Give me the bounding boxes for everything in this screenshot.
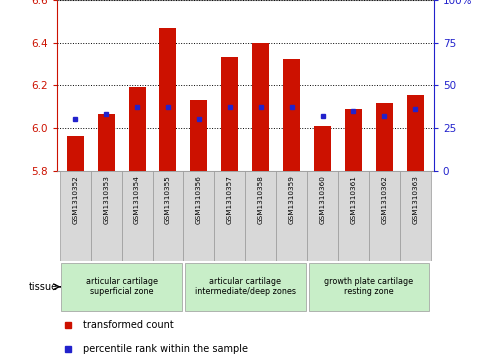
Bar [369, 171, 400, 261]
Bar [314, 126, 331, 171]
Text: GSM1310357: GSM1310357 [227, 175, 233, 224]
Bar [183, 171, 214, 261]
Bar [221, 57, 238, 171]
Text: articular cartilage
intermediate/deep zones: articular cartilage intermediate/deep zo… [195, 277, 296, 297]
Text: transformed count: transformed count [83, 321, 174, 330]
Bar [67, 136, 84, 171]
Bar [190, 100, 208, 171]
Bar [376, 103, 393, 171]
Text: GSM1310356: GSM1310356 [196, 175, 202, 224]
Bar [152, 171, 183, 261]
Text: GSM1310355: GSM1310355 [165, 175, 171, 224]
FancyBboxPatch shape [185, 263, 306, 311]
Bar [129, 87, 145, 171]
Text: GSM1310360: GSM1310360 [319, 175, 325, 224]
Text: GSM1310353: GSM1310353 [103, 175, 109, 224]
Bar [400, 171, 431, 261]
Bar [98, 114, 115, 171]
Bar [159, 28, 176, 171]
FancyBboxPatch shape [309, 263, 429, 311]
Bar [407, 95, 424, 171]
FancyBboxPatch shape [61, 263, 182, 311]
Bar [91, 171, 122, 261]
Text: GSM1310352: GSM1310352 [72, 175, 78, 224]
Bar [252, 42, 269, 171]
Bar [307, 171, 338, 261]
Bar [345, 109, 362, 171]
Text: GSM1310358: GSM1310358 [258, 175, 264, 224]
Bar [276, 171, 307, 261]
Bar [245, 171, 276, 261]
Text: GSM1310362: GSM1310362 [382, 175, 387, 224]
Text: GSM1310354: GSM1310354 [134, 175, 140, 224]
Text: GSM1310359: GSM1310359 [288, 175, 295, 224]
Text: percentile rank within the sample: percentile rank within the sample [83, 344, 248, 354]
Bar [338, 171, 369, 261]
Bar [122, 171, 152, 261]
Text: articular cartilage
superficial zone: articular cartilage superficial zone [86, 277, 158, 297]
Text: tissue: tissue [29, 282, 58, 292]
Bar [283, 59, 300, 171]
Text: GSM1310361: GSM1310361 [351, 175, 356, 224]
Bar [60, 171, 91, 261]
Text: GSM1310363: GSM1310363 [412, 175, 418, 224]
Text: growth plate cartilage
resting zone: growth plate cartilage resting zone [324, 277, 414, 297]
Bar [214, 171, 245, 261]
